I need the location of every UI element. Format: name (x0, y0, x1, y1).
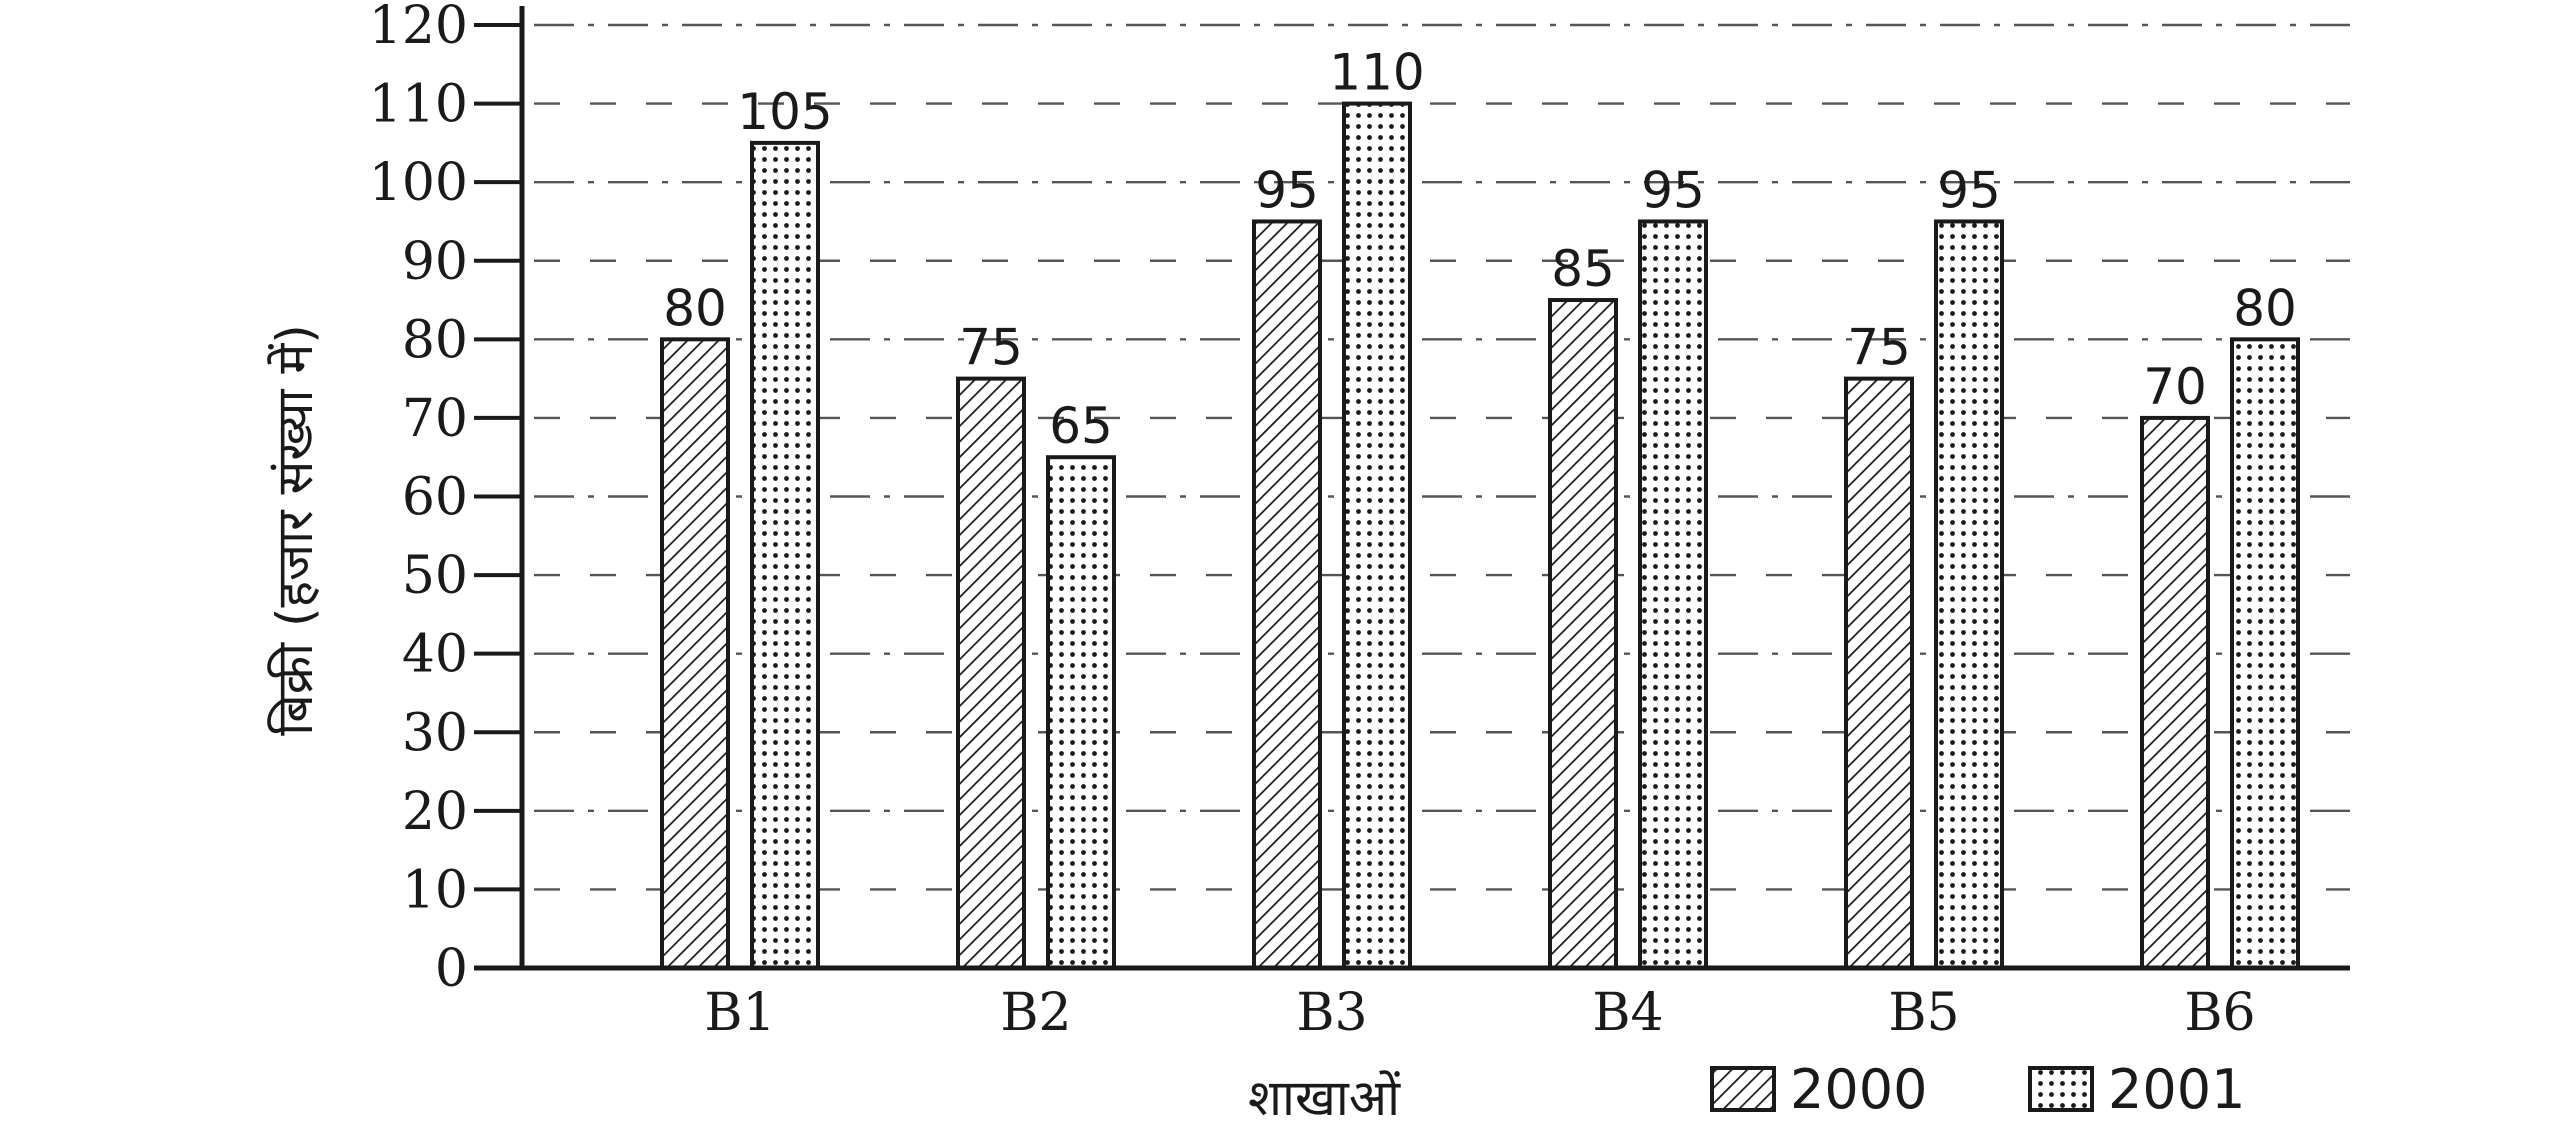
y-tick-label: 50 (402, 546, 468, 606)
value-label: 105 (737, 83, 832, 141)
axes (474, 6, 2350, 971)
bar-2000-B2 (956, 376, 1026, 970)
x-tick-label: B2 (1000, 983, 1071, 1043)
value-label: 75 (959, 319, 1023, 377)
bar-2000-B1 (660, 337, 730, 971)
gridlines (534, 23, 2350, 891)
value-label: 95 (1937, 161, 2001, 219)
x-tick-label: B4 (1592, 983, 1663, 1043)
y-tick-label: 30 (402, 703, 468, 763)
y-tick-label: 80 (402, 310, 468, 370)
x-tick-label: B3 (1296, 983, 1367, 1043)
bar-2000-B3 (1252, 219, 1322, 971)
x-tick-label: B5 (1888, 983, 1959, 1043)
x-tick-label: B6 (2184, 983, 2255, 1043)
value-label: 85 (1551, 240, 1615, 298)
bar-2001-B4 (1638, 219, 1708, 971)
y-tick-label: 70 (402, 389, 468, 449)
y-tick-label: 10 (402, 860, 468, 920)
x-tick-label: B1 (704, 983, 775, 1043)
legend-swatch-2000 (1710, 1066, 1776, 1112)
value-label: 95 (1641, 161, 1705, 219)
value-label: 70 (2143, 358, 2207, 416)
x-axis-title: शाखाओं (1248, 1069, 1401, 1127)
bar-2000-B6 (2140, 415, 2210, 970)
value-label: 80 (663, 279, 727, 337)
bar-2001-B3 (1342, 101, 1412, 971)
legend: 2000 2001 (1710, 1058, 2245, 1121)
y-tick-label: 100 (369, 153, 468, 213)
y-tick-label: 20 (402, 782, 468, 842)
bar-2001-B1 (750, 140, 820, 970)
bar-2000-B5 (1844, 376, 1914, 970)
bar-2000-B4 (1548, 298, 1618, 970)
y-tick-label: 60 (402, 468, 468, 528)
value-label: 80 (2233, 279, 2297, 337)
y-tick-label: 40 (402, 625, 468, 685)
y-axis-title: बिक्री (हजार संख्या में) (266, 324, 324, 736)
bar-2001-B6 (2230, 337, 2300, 971)
labels: 0 10 20 30 40 50 60 70 80 90 100 110 120 80 105 B1 75 65 B… (369, 0, 2297, 1043)
legend-label: 2000 (1790, 1058, 1927, 1121)
y-tick-label: 120 (369, 0, 468, 56)
value-label: 75 (1847, 319, 1911, 377)
y-tick-label: 90 (402, 232, 468, 292)
bar-2001-B5 (1934, 219, 2004, 971)
value-label: 110 (1329, 44, 1424, 102)
legend-label: 2001 (2108, 1058, 2245, 1121)
legend-swatch-2001 (2028, 1066, 2094, 1112)
y-tick-label: 110 (369, 75, 468, 135)
bars (660, 101, 2300, 971)
y-tick-label: 0 (435, 939, 468, 999)
value-label: 95 (1255, 161, 1319, 219)
value-label: 65 (1049, 397, 1113, 455)
bar-2001-B2 (1046, 455, 1116, 970)
